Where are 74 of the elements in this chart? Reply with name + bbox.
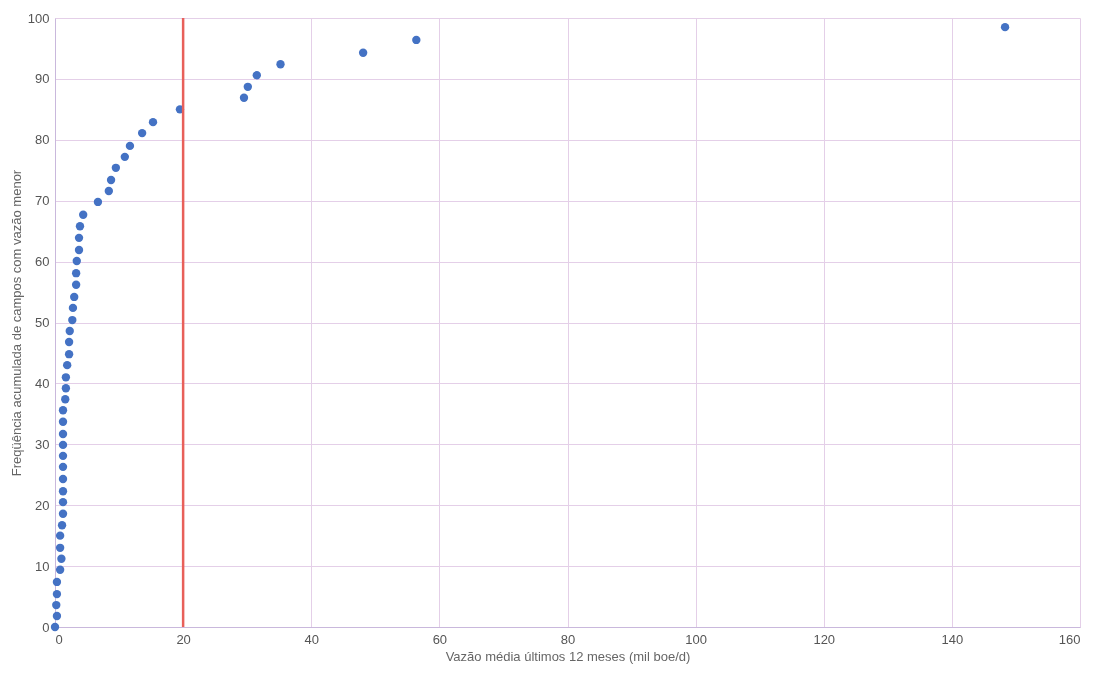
point — [243, 82, 253, 91]
x-tick-label: 120 — [813, 631, 836, 647]
y-axis-title: Freqüência acumulada de campos com vazão menor — [8, 169, 24, 477]
point — [72, 256, 81, 266]
point — [58, 474, 68, 484]
x-tick-label: 0 — [55, 631, 63, 647]
point — [57, 521, 67, 530]
point — [58, 451, 68, 461]
point — [64, 337, 74, 347]
point — [58, 417, 68, 426]
point — [75, 222, 85, 231]
point — [104, 186, 113, 196]
point — [57, 554, 66, 563]
point — [70, 292, 79, 302]
x-tick-label: 80 — [560, 631, 576, 647]
point — [61, 384, 71, 393]
point — [58, 497, 68, 507]
point — [55, 565, 65, 574]
point — [125, 141, 135, 151]
point — [358, 48, 368, 57]
point — [120, 152, 130, 162]
point — [71, 280, 81, 289]
y-tick-label: 60 — [35, 254, 50, 270]
point — [74, 245, 84, 255]
x-tick-label: 40 — [304, 631, 319, 647]
point — [58, 462, 68, 472]
point — [52, 600, 61, 610]
point — [58, 429, 68, 439]
point — [252, 71, 261, 80]
point — [412, 35, 421, 45]
y-tick-label: 30 — [35, 436, 50, 452]
point — [71, 269, 81, 278]
point — [52, 611, 62, 621]
point — [239, 93, 249, 102]
x-tick-label: 100 — [685, 631, 707, 647]
point — [55, 531, 65, 540]
point — [68, 303, 78, 313]
point — [1000, 22, 1010, 32]
point — [111, 163, 121, 172]
point — [61, 373, 71, 382]
y-tick-label: 20 — [35, 497, 50, 513]
y-tick-label: 70 — [35, 193, 50, 209]
x-tick-label: 160 — [1058, 631, 1081, 647]
point — [58, 406, 68, 415]
point — [61, 395, 70, 404]
point — [50, 622, 60, 632]
x-axis-title: Vazão média últimos 12 meses (mil boe/d) — [445, 648, 691, 664]
point — [148, 117, 158, 127]
point — [52, 577, 62, 587]
point — [74, 233, 84, 243]
point — [52, 589, 62, 599]
y-tick-label: 10 — [35, 558, 50, 574]
x-tick-label: 140 — [941, 631, 964, 647]
y-tick-label: 50 — [35, 315, 50, 330]
point — [106, 175, 116, 185]
point — [64, 349, 74, 359]
point — [58, 509, 68, 518]
point — [79, 210, 88, 219]
point — [276, 60, 285, 69]
x-tick-label: 60 — [432, 631, 448, 647]
x-tick-label: 20 — [176, 631, 191, 647]
point — [68, 315, 77, 325]
y-tick-label: 40 — [35, 375, 50, 391]
point — [55, 543, 65, 552]
y-tick-label: 90 — [35, 71, 50, 87]
point — [62, 360, 72, 370]
y-tick-label: 100 — [27, 10, 50, 26]
point — [93, 197, 103, 207]
point — [58, 487, 68, 496]
point — [58, 440, 68, 450]
point — [137, 128, 147, 138]
y-tick-label: 0 — [42, 619, 50, 635]
point — [65, 326, 74, 336]
y-tick-label: 80 — [35, 132, 50, 148]
